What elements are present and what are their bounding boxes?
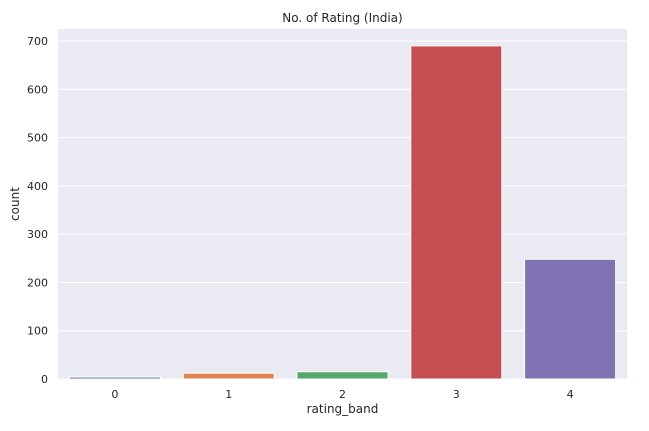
x-tick-labels: 0 1 2 3 4	[111, 388, 573, 401]
x-tick-label: 3	[453, 388, 460, 401]
x-tick-label: 4	[567, 388, 574, 401]
bar-4	[524, 258, 617, 380]
y-tick-label: 200	[27, 276, 48, 289]
chart-title: No. of Rating (India)	[282, 11, 402, 25]
bar-0	[68, 376, 161, 380]
x-tick-label: 2	[339, 388, 346, 401]
y-axis-label: count	[8, 187, 22, 221]
y-tick-label: 400	[27, 180, 48, 193]
y-tick-label: 300	[27, 228, 48, 241]
bar-1	[182, 372, 275, 380]
y-tick-label: 700	[27, 35, 48, 48]
bar-2	[296, 371, 389, 380]
x-tick-label: 0	[111, 388, 118, 401]
y-tick-label: 100	[27, 325, 48, 338]
y-tick-label: 500	[27, 132, 48, 145]
y-tick-label: 600	[27, 83, 48, 96]
x-tick-label: 1	[225, 388, 232, 401]
bars	[68, 45, 617, 380]
y-tick-labels: 0 100 200 300 400 500 600 700	[27, 35, 48, 386]
bar-3	[410, 45, 503, 380]
y-tick-label: 0	[41, 373, 48, 386]
x-axis-label: rating_band	[307, 402, 379, 416]
